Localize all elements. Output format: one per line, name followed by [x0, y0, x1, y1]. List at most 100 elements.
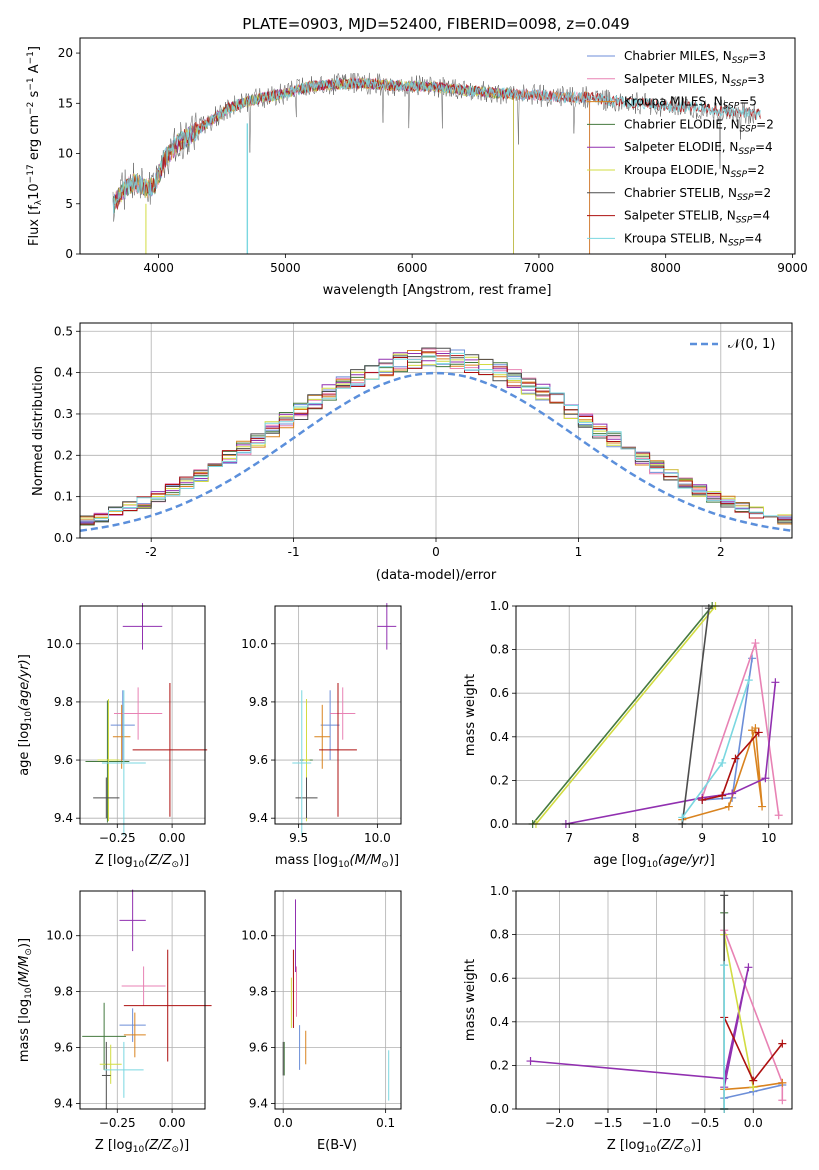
spectrum-ylabel-unit3: A [27, 64, 42, 77]
x-tick-label: 9.5 [289, 831, 308, 845]
legend-count: =2 [754, 186, 772, 200]
y-tick-label: 10.0 [241, 929, 268, 943]
histogram-series-8 [80, 352, 792, 522]
legend-count: =4 [755, 140, 773, 154]
weight-line-3 [531, 605, 713, 825]
legend-name: Salpeter MILES, N [624, 72, 731, 86]
spectrum-line-1 [112, 77, 590, 214]
y-tick-label: 9.4 [54, 1096, 73, 1110]
mass-vs-Z-xlabel-close: )] [179, 1138, 189, 1153]
y-tick-label: 0.4 [54, 366, 73, 380]
x-tick-label: 0 [432, 545, 440, 559]
y-tick-label: 10.0 [46, 637, 73, 651]
age-vs-Z-xlabel-rest: (Z/Z [144, 853, 172, 868]
x-tick-label: 6000 [397, 261, 428, 275]
mass-vs-EBV-panel: 0.0 0.1 9.4 9.6 9.8 10.0 E(B-V) [241, 890, 402, 1153]
age-vs-mass-xlabel-sub: 10 [338, 860, 350, 870]
histogram-xlabel: (data-model)/error [376, 568, 497, 583]
weight-marker-8 [720, 961, 729, 970]
spectrum-plot-frame [79, 37, 796, 255]
weight-marker-7 [778, 1039, 787, 1048]
weight-marker-4 [728, 789, 737, 798]
y-tick-label: 1.0 [490, 884, 509, 898]
figure-title: PLATE=0903, MJD=52400, FIBERID=0098, z=0… [242, 15, 629, 33]
residual-histogram-panel: -2 -1 0 1 2 0.0 0.1 0.2 0.3 0.4 0.5 (data-model)/e… [31, 322, 793, 583]
legend-count: =2 [756, 117, 774, 131]
legend-sub: SSP [736, 216, 753, 226]
normal-curve-legend-label: 𝒩(0, 1) [728, 337, 775, 352]
y-tick-label: 0.5 [54, 324, 73, 338]
weight-vs-age-xlabel-sub: 10 [646, 860, 658, 870]
age-vs-Z-xlabel-close: )] [179, 853, 189, 868]
weight-vs-age-xlabel-rest: (age/yr) [658, 853, 710, 868]
age-vs-Z-plot-frame [79, 605, 206, 825]
spectrum-ylabel: Flux [fλ10−17 erg cm−2 s−1 A−1] [26, 46, 44, 246]
age-vs-mass-panel: 9.5 10.0 9.4 9.6 9.8 10.0 mass [log10(M/M⊙)] [241, 603, 402, 870]
weight-vs-age-xlabel: age [log10(age/yr)] [593, 853, 715, 870]
legend-label-1: Salpeter MILES, NSSP=3 [624, 72, 765, 89]
y-tick-label: 9.4 [249, 811, 268, 825]
y-tick-label: 0.2 [490, 1058, 509, 1072]
y-tick-label: 0 [65, 247, 73, 261]
legend-sub: SSP [737, 193, 754, 203]
weight-vs-age-xlabel-close: ] [710, 853, 715, 868]
histogram-legend: 𝒩(0, 1) [690, 337, 775, 352]
y-tick-label: 0.6 [490, 971, 509, 985]
age-vs-Z-xlabel-sub: 10 [133, 860, 145, 870]
mass-vs-Z-xlabel: Z [log10(Z/Z⊙)] [95, 1138, 189, 1155]
mass-vs-Z-ylabel-rest: (M/M [17, 956, 32, 988]
y-tick-label: 9.8 [249, 695, 268, 709]
weight-line-6 [681, 608, 710, 825]
weight-line-5 [535, 605, 717, 825]
age-vs-Z-ylabel-close: ] [17, 654, 32, 659]
y-tick-label: 9.8 [54, 985, 73, 999]
mass-vs-Z-ylabel-sub: 10 [24, 987, 34, 999]
mass-vs-Z-ylabel-main: mass [log [17, 999, 32, 1062]
age-vs-Z-ylabel-rest: (age/yr) [17, 659, 32, 711]
y-tick-label: 0.4 [490, 730, 509, 744]
legend-name: Salpeter STELIB, N [624, 209, 736, 223]
weight-vs-Z-xlabel: Z [log10(Z/Z⊙)] [607, 1138, 701, 1155]
age-vs-Z-xlabel-sun: ⊙ [171, 860, 179, 870]
x-tick-label: 8000 [650, 261, 681, 275]
age-vs-mass-xlabel-sun: ⊙ [381, 860, 389, 870]
x-tick-label: -2 [145, 545, 157, 559]
weight-marker-8 [718, 758, 727, 767]
weight-line-4 [565, 682, 777, 825]
weight-marker-4 [744, 963, 753, 972]
y-tick-label: 15 [58, 96, 73, 110]
x-tick-label: −0.5 [690, 1116, 719, 1130]
legend-name: Kroupa STELIB, N [624, 231, 728, 245]
x-tick-label: −0.25 [99, 1116, 136, 1130]
spectrum-ylabel-main: Flux [f [27, 205, 42, 246]
spectrum-panel: 4000 5000 6000 7000 8000 9000 0 5 10 15 20 wavelen… [26, 37, 808, 298]
legend-label-7: Salpeter STELIB, NSSP=4 [624, 209, 770, 226]
x-tick-label: 7 [565, 831, 573, 845]
weight-marker-1 [774, 811, 783, 820]
mass-vs-Z-plot-frame [79, 890, 206, 1110]
legend-name: Kroupa MILES, N [624, 95, 723, 109]
x-tick-label: −2.0 [545, 1116, 574, 1130]
weight-marker-4 [526, 1057, 535, 1066]
x-tick-label: 5000 [270, 261, 301, 275]
mass-vs-EBV-plot-frame [274, 890, 402, 1110]
weight-marker-8 [678, 813, 687, 822]
y-tick-label: 20 [58, 46, 73, 60]
legend-count: =3 [747, 72, 765, 86]
legend-label-0: Chabrier MILES, NSSP=3 [624, 49, 766, 66]
y-tick-label: 10.0 [241, 637, 268, 651]
weight-vs-age-ylabel: mass weight [463, 674, 478, 756]
x-tick-label: 8 [632, 831, 640, 845]
y-tick-label: 9.6 [54, 1041, 73, 1055]
x-tick-label: 10.0 [364, 831, 391, 845]
spectrum-ylabel-exp3: −1 [26, 77, 36, 90]
mass-vs-Z-xlabel-sun: ⊙ [171, 1145, 179, 1155]
y-tick-label: 0.0 [54, 531, 73, 545]
y-tick-label: 9.6 [249, 753, 268, 767]
age-vs-Z-ylabel: age [log10(age/yr)] [17, 654, 34, 776]
mass-weight-vs-Z-panel: −2.0 −1.5 −1.0 −0.5 0.0 0.0 0.2 0.4 0.6 0.8 1.0 Z … [463, 884, 793, 1155]
weight-vs-Z-xlabel-sub: 10 [645, 1145, 657, 1155]
weight-vs-Z-ylabel: mass weight [463, 959, 478, 1041]
